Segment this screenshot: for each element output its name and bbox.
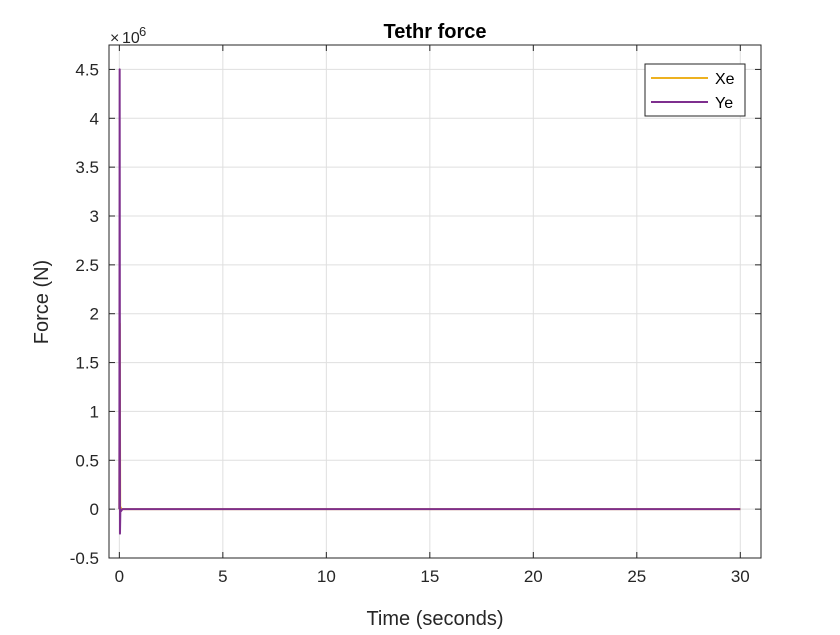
y-exponent-times: × bbox=[110, 30, 119, 47]
y-tick-label: 4 bbox=[90, 109, 99, 128]
legend-box bbox=[644, 63, 746, 117]
y-tick-label: 2 bbox=[90, 305, 99, 324]
y-exponent-power: 6 bbox=[139, 24, 146, 39]
x-tick-label: 15 bbox=[420, 567, 439, 586]
y-tick-label: 1 bbox=[90, 402, 99, 421]
tick-layer: 0 5 10 15 20 25 30 -0.5 0 0.5 1 1.5 2 2.5 3 3.5 4 4.5 bbox=[70, 45, 761, 586]
y-tick-label: 4.5 bbox=[75, 60, 99, 79]
x-tick-label: 30 bbox=[731, 567, 750, 586]
x-tick-label: 0 bbox=[115, 567, 124, 586]
x-tick-label: 5 bbox=[218, 567, 227, 586]
x-axis-label: Time (seconds) bbox=[366, 608, 503, 630]
y-exponent-label: × 10 6 bbox=[110, 24, 146, 47]
series-line-ye bbox=[118, 68, 741, 535]
y-exponent-base: 10 bbox=[122, 30, 140, 47]
x-tick-label: 10 bbox=[317, 567, 336, 586]
legend-label-ye: Ye bbox=[715, 95, 733, 112]
y-tick-label: 2.5 bbox=[75, 256, 99, 275]
x-tick-label: 25 bbox=[627, 567, 646, 586]
plot-box bbox=[108, 44, 762, 559]
y-tick-label: 3 bbox=[90, 207, 99, 226]
legend: Xe Ye bbox=[644, 63, 746, 117]
y-axis-label: Force (N) bbox=[31, 260, 53, 344]
y-tick-label: 3.5 bbox=[75, 158, 99, 177]
y-tick-label: -0.5 bbox=[70, 549, 99, 568]
y-tick-label: 0 bbox=[90, 500, 99, 519]
y-tick-label: 0.5 bbox=[75, 451, 99, 470]
series-layer bbox=[118, 68, 741, 535]
legend-label-xe: Xe bbox=[715, 71, 735, 88]
chart-title: Tethr force bbox=[384, 21, 487, 43]
y-tick-label: 1.5 bbox=[75, 354, 99, 373]
grid-layer bbox=[109, 45, 761, 559]
x-tick-label: 20 bbox=[524, 567, 543, 586]
